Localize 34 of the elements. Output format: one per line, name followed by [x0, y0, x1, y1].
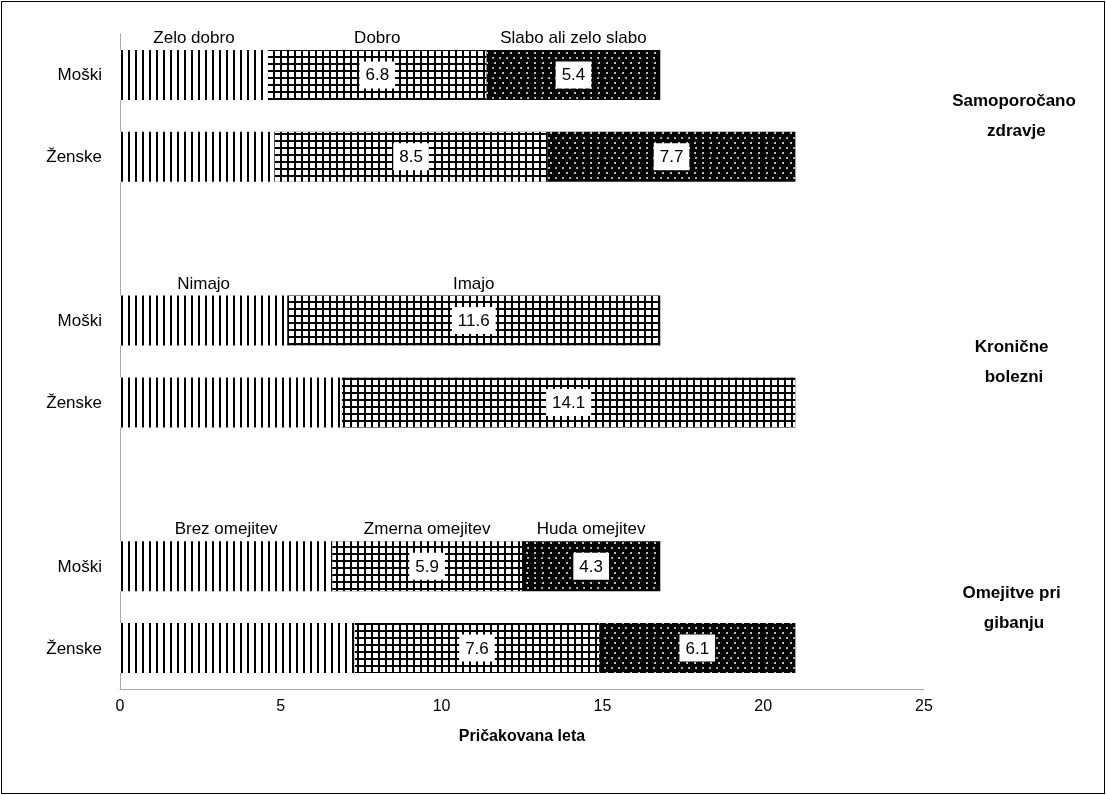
data-label: 5.4 [561, 65, 586, 85]
x-tick-label: 15 [593, 696, 612, 714]
data-label: 4.3 [579, 556, 603, 576]
text: Samoporočano zdravje [952, 91, 1076, 141]
x-axis-title: Pričakovana leta [458, 726, 586, 744]
data-label: 6.1 [685, 638, 710, 658]
x-tick-label: 25 [915, 696, 933, 714]
y-tick-label: Moški [57, 65, 102, 85]
data-label: 6.8 [365, 65, 390, 85]
series-label: Nimajo [177, 273, 231, 293]
y-tick-label: Moški [57, 556, 102, 576]
y-tick-label: Ženske [46, 638, 102, 658]
data-label: 11.6 [457, 311, 490, 331]
y-tick-label: Ženske [46, 147, 102, 167]
series-label: Slabo ali zelo slabo [500, 27, 647, 47]
series-label: Huda omejitev [536, 519, 646, 539]
x-tick-label: 0 [115, 696, 125, 714]
x-tick-label: 10 [432, 696, 451, 714]
data-label: 5.9 [415, 556, 439, 576]
text: Kronične bolezni [974, 337, 1054, 386]
series-label: Zelo dobro [153, 27, 235, 47]
data-label: 14.1 [552, 392, 586, 412]
data-label: 8.5 [399, 147, 423, 167]
series-label: Zmerna omejitev [363, 519, 491, 539]
x-tick-label: 5 [276, 696, 286, 714]
series-label: Imajo [452, 273, 495, 293]
series-label: Dobro [354, 27, 401, 47]
data-label: 7.6 [465, 638, 489, 658]
series-label: Brez omejitev [174, 519, 279, 539]
y-tick-label: Moški [57, 311, 102, 331]
x-tick-label: 20 [754, 696, 773, 714]
text: Omejitve pri gibanju [962, 582, 1066, 632]
y-tick-label: Ženske [46, 392, 102, 412]
data-label: 7.7 [659, 147, 684, 167]
